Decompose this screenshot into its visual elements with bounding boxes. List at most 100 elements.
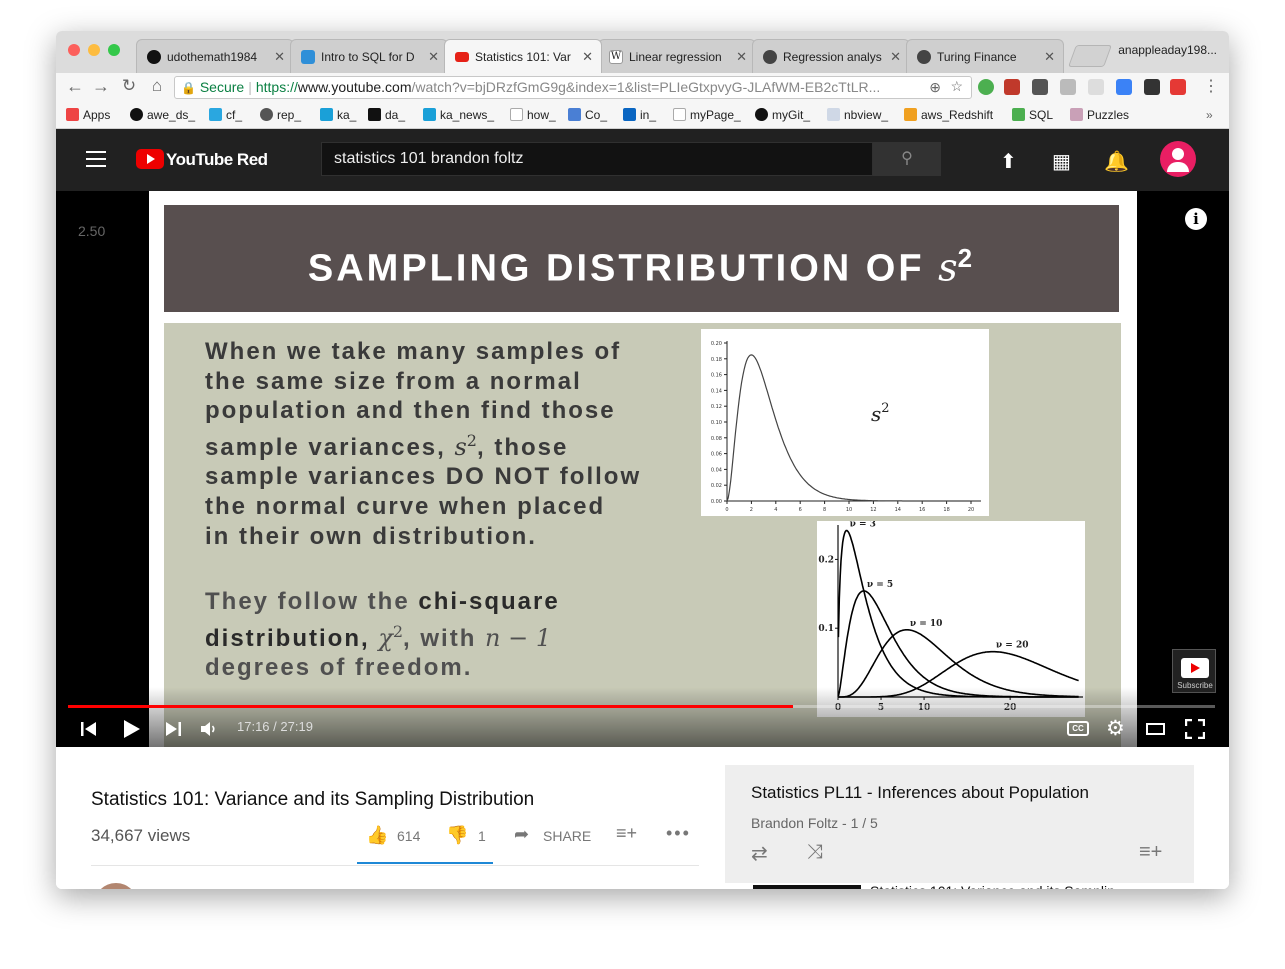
- view-count: 34,667 views: [91, 826, 191, 845]
- bookmark-aws-redshift[interactable]: aws_Redshift: [904, 108, 993, 122]
- bookmark-co[interactable]: Co_: [568, 108, 607, 122]
- slide-line: degrees of freedom.: [205, 654, 473, 682]
- bookmark-ka-news[interactable]: ka_news_: [423, 108, 494, 122]
- account-avatar[interactable]: [1160, 141, 1196, 177]
- progress-bar[interactable]: [68, 705, 1215, 708]
- bookmark-mygit[interactable]: myGit_: [755, 108, 810, 122]
- tab-regression-analysis[interactable]: Regression analys ✕: [752, 39, 910, 73]
- tab-close-icon[interactable]: ✕: [1044, 49, 1055, 64]
- extension-dark-icon[interactable]: [1144, 79, 1160, 95]
- bookmark-ka[interactable]: ka_: [320, 108, 356, 122]
- subscribe-watermark[interactable]: Subscribe: [1172, 649, 1216, 693]
- theater-mode-icon[interactable]: [1146, 723, 1165, 735]
- tab-close-icon[interactable]: ✕: [890, 49, 901, 64]
- tab-close-icon[interactable]: ✕: [274, 49, 285, 64]
- video-player[interactable]: 2.50 SAMPLING DISTRIBUTION OF s2 When we…: [56, 191, 1229, 747]
- shuffle-icon[interactable]: ⤨: [807, 841, 823, 863]
- tab-linear-regression[interactable]: W Linear regression ✕: [598, 39, 756, 73]
- like-ratio-bar: [357, 862, 493, 864]
- add-to-playlist-icon[interactable]: ≡+: [616, 823, 638, 843]
- dislike-count[interactable]: 1: [478, 828, 486, 844]
- extension-grey-icon[interactable]: [1060, 79, 1076, 95]
- notifications-bell-icon[interactable]: 🔔: [1104, 151, 1129, 173]
- zoom-icon[interactable]: ⊕: [929, 79, 941, 95]
- x-tick-label: 14: [895, 507, 901, 513]
- zoom-window-button[interactable]: [108, 44, 120, 56]
- slide-line: the same size from a normal: [205, 367, 582, 395]
- new-tab-button[interactable]: [1067, 45, 1113, 67]
- channel-avatar[interactable]: [94, 883, 138, 889]
- like-icon[interactable]: 👍: [366, 825, 389, 845]
- bookmark-apps[interactable]: Apps: [66, 108, 110, 122]
- captions-button[interactable]: CC: [1067, 721, 1089, 736]
- bookmarks-overflow-icon[interactable]: »: [1206, 108, 1213, 122]
- playlist-item-thumbnail[interactable]: [753, 885, 861, 889]
- bookmark-nbview[interactable]: nbview_: [827, 108, 888, 122]
- tab-title: udothemath1984: [167, 50, 258, 64]
- extension-evernote-icon[interactable]: [1032, 79, 1048, 95]
- previous-icon[interactable]: [80, 721, 98, 737]
- playlist-item[interactable]: [725, 883, 1194, 889]
- more-actions-icon[interactable]: •••: [666, 823, 691, 843]
- close-window-button[interactable]: [68, 44, 80, 56]
- address-bar[interactable]: 🔒 Secure | https://www.youtube.com/watch?v…: [174, 76, 972, 99]
- reload-icon[interactable]: ↻: [121, 76, 137, 95]
- bookmark-puzzles[interactable]: Puzzles: [1070, 108, 1129, 122]
- bookmark-rep[interactable]: rep_: [260, 108, 301, 122]
- settings-gear-icon[interactable]: ⚙: [1106, 717, 1125, 740]
- loop-icon[interactable]: ⇄: [751, 843, 768, 865]
- tab-statistics-101[interactable]: Statistics 101: Var ✕: [444, 39, 602, 73]
- search-input[interactable]: statistics 101 brandon foltz: [321, 142, 873, 176]
- upload-icon[interactable]: ⬆: [1000, 151, 1017, 173]
- bookmark-label: aws_Redshift: [921, 108, 994, 122]
- bookmark-cf[interactable]: cf_: [209, 108, 242, 122]
- like-count[interactable]: 614: [397, 828, 421, 844]
- dislike-icon[interactable]: 👎: [446, 825, 469, 845]
- playlist-meta: Brandon Foltz - 1 / 5: [751, 815, 878, 831]
- bookmark-how[interactable]: how_: [510, 108, 556, 122]
- x-tick-label: 18: [943, 507, 949, 513]
- volume-icon[interactable]: [200, 721, 220, 737]
- playlist-title[interactable]: Statistics PL11 - Inferences about Popul…: [751, 783, 1089, 802]
- next-icon[interactable]: [164, 721, 182, 737]
- bookmark-mypage[interactable]: myPage_: [673, 108, 741, 122]
- bookmark-in[interactable]: in_: [623, 108, 656, 122]
- bookmark-star-icon[interactable]: ☆: [950, 78, 963, 94]
- youtube-logo[interactable]: YouTube Red: [136, 149, 268, 170]
- fullscreen-icon[interactable]: [1185, 719, 1205, 739]
- apps-grid-icon[interactable]: ▦: [1052, 151, 1071, 173]
- extension-red-icon[interactable]: [1004, 79, 1020, 95]
- extension-green-icon[interactable]: [978, 79, 994, 95]
- info-icon[interactable]: i: [1185, 208, 1207, 230]
- menu-kebab-icon[interactable]: ⋮: [1203, 78, 1219, 95]
- search-button[interactable]: ⚲: [873, 142, 941, 176]
- tab-title: Intro to SQL for D: [321, 50, 415, 64]
- current-time: 17:16: [237, 719, 270, 734]
- hamburger-menu-icon[interactable]: [86, 151, 106, 172]
- bookmark-sql[interactable]: SQL: [1012, 108, 1053, 122]
- profile-name[interactable]: anappleaday198...: [1118, 43, 1217, 57]
- tab-github[interactable]: udothemath1984 ✕: [136, 39, 294, 73]
- extension-youtube-icon[interactable]: [1170, 79, 1186, 95]
- extension-light-icon[interactable]: [1088, 79, 1104, 95]
- playlist-item-title[interactable]: Statistics 101: Variance and its Samplin…: [870, 883, 1127, 889]
- extension-blue-icon[interactable]: [1116, 79, 1132, 95]
- tab-close-icon[interactable]: ✕: [736, 49, 747, 64]
- bookmark-awe-ds[interactable]: awe_ds_: [130, 108, 195, 122]
- tab-turing-finance[interactable]: Turing Finance ✕: [906, 39, 1064, 73]
- home-icon[interactable]: ⌂: [151, 76, 163, 95]
- bookmark-da[interactable]: da_: [368, 108, 405, 122]
- tab-close-icon[interactable]: ✕: [428, 49, 439, 64]
- share-icon[interactable]: ➦: [514, 824, 530, 844]
- aws-box-icon: [904, 108, 917, 121]
- back-arrow-icon[interactable]: ←: [66, 76, 84, 96]
- play-icon[interactable]: [121, 719, 141, 739]
- share-button[interactable]: SHARE: [543, 828, 592, 844]
- tab-intro-sql[interactable]: Intro to SQL for D ✕: [290, 39, 448, 73]
- github-icon: [147, 50, 161, 64]
- tab-close-icon[interactable]: ✕: [582, 49, 593, 64]
- x-tick-label: 12: [870, 507, 876, 513]
- minimize-window-button[interactable]: [88, 44, 100, 56]
- forward-arrow-icon[interactable]: →: [92, 76, 110, 96]
- save-playlist-icon[interactable]: ≡+: [1139, 841, 1163, 863]
